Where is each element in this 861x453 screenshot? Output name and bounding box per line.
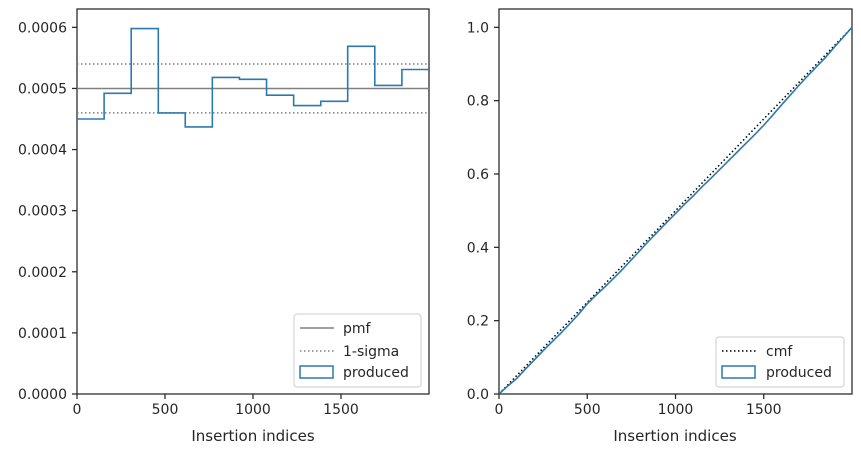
right-x-axis-label: Insertion indices: [613, 427, 736, 445]
legend-pmf-label: pmf: [343, 321, 372, 337]
legend-cmf-label: cmf: [766, 344, 793, 360]
legend-1-sigma-label: 1-sigma: [343, 344, 399, 360]
left-legend: pmf 1-sigma produced: [293, 313, 422, 388]
cmf-panel: 0 500 1000 1500 0.0 0.2 0.4 0.6 0.8 1.0 Insertio…: [467, 8, 853, 445]
left-y-tick-label: 0.0000: [18, 387, 67, 403]
legend-produced-swatch: [299, 365, 334, 379]
left-y-tick-label: 0.0003: [18, 204, 67, 220]
left-y-tick-label: 0.0001: [18, 326, 67, 342]
right-x-tick-label: 1000: [658, 402, 694, 418]
right-y-tick-label: 0.6: [467, 167, 489, 183]
right-legend: cmf produced: [715, 336, 845, 388]
right-x-tick-label: 1500: [746, 402, 782, 418]
left-x-axis-label: Insertion indices: [191, 427, 314, 445]
cmf-series: [498, 26, 853, 395]
right-legend-box: [715, 336, 845, 388]
right-y-tick-label: 0.0: [467, 387, 489, 403]
left-y-tick-label: 0.0002: [18, 265, 67, 281]
produced-series: [77, 27, 429, 128]
legend-produced-swatch: [721, 365, 756, 379]
produced-series: [498, 26, 853, 395]
pmf-histogram-panel: 0 500 1000 1500 0.0000 0.0001 0.0002 0.0003 0.0…: [18, 8, 430, 445]
right-x-tick-label: 0: [495, 402, 504, 418]
left-x-tick-label: 1000: [235, 402, 271, 418]
legend-produced-label: produced: [766, 365, 832, 381]
left-y-tick-label: 0.0004: [18, 143, 67, 159]
left-x-tick-label: 1500: [323, 402, 359, 418]
left-x-tick-label: 500: [152, 402, 179, 418]
right-y-tick-label: 0.8: [467, 94, 489, 110]
legend-produced-label: produced: [343, 365, 409, 381]
right-y-tick-label: 1.0: [467, 20, 489, 36]
right-y-tick-label: 0.4: [467, 240, 489, 256]
right-y-tick-label: 0.2: [467, 314, 489, 330]
left-legend-box: [293, 313, 422, 388]
right-x-tick-label: 500: [574, 402, 601, 418]
left-x-tick-label: 0: [73, 402, 82, 418]
left-y-tick-label: 0.0006: [18, 20, 67, 36]
left-y-tick-label: 0.0005: [18, 81, 67, 97]
right-axes-frame: [498, 8, 853, 395]
